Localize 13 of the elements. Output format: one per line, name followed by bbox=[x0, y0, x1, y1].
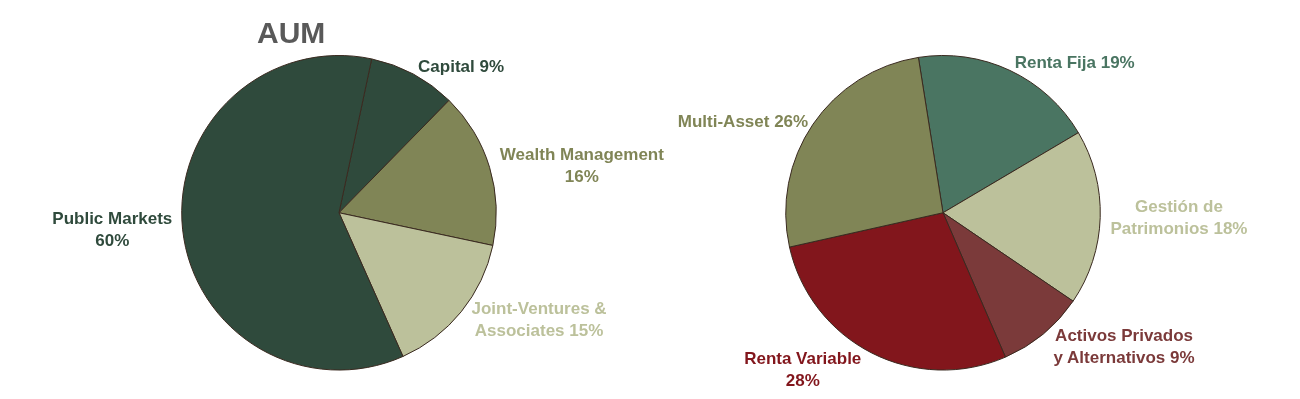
chart-title: AUM bbox=[257, 16, 326, 49]
slice-label: Gestión de Patrimonios 18% bbox=[1110, 197, 1248, 239]
data-label: 16% bbox=[564, 167, 599, 187]
data-label: 28% bbox=[785, 370, 820, 390]
data-label: 60% bbox=[95, 230, 130, 250]
slice-label: Renta Variable bbox=[744, 348, 862, 368]
slice-label: Joint-Ventures & Associates 15% bbox=[471, 299, 607, 341]
slice-label: Activos Privados y Alternativos 9% bbox=[1053, 325, 1195, 367]
slice-label: Capital 9% bbox=[418, 57, 505, 77]
slice-label: Multi-Asset 26% bbox=[677, 111, 809, 131]
slice-label: Public Markets bbox=[52, 208, 173, 228]
slice-label: Renta Fija 19% bbox=[1014, 53, 1135, 73]
slice-label: Wealth Management bbox=[499, 145, 665, 165]
